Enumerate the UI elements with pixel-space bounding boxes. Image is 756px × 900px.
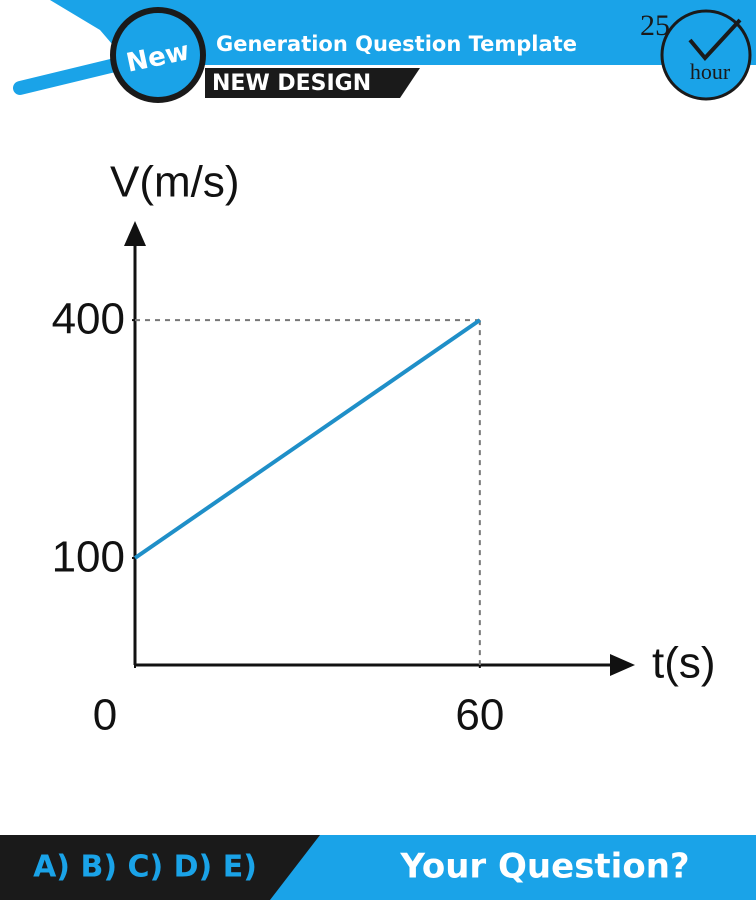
x-axis-label: t(s) <box>652 639 716 688</box>
clock-number: 25 <box>640 9 670 42</box>
y-axis-label: V(m/s) <box>110 158 240 207</box>
footer-highlight <box>270 835 756 900</box>
header-band <box>100 30 600 65</box>
y-tick-label: 100 <box>52 533 125 582</box>
answer-options: A) B) C) D) E) <box>33 850 257 885</box>
header-subtitle: NEW DESIGN <box>212 71 371 96</box>
question-prompt: Your Question? <box>399 847 689 887</box>
x-tick-label: 60 <box>455 691 504 740</box>
x-tick-label: 0 <box>93 691 117 740</box>
y-tick-label: 400 <box>52 295 125 344</box>
x-axis-arrow <box>610 654 635 676</box>
magnifier-handle <box>13 58 122 95</box>
header-band <box>50 0 756 65</box>
subtitle-banner <box>205 68 420 98</box>
y-axis-arrow <box>124 221 146 246</box>
clock-check <box>688 18 742 62</box>
data-line <box>133 318 481 560</box>
header-title: Generation Question Template <box>216 32 577 56</box>
magnifier <box>110 7 206 103</box>
clock-unit: hour <box>690 59 731 84</box>
